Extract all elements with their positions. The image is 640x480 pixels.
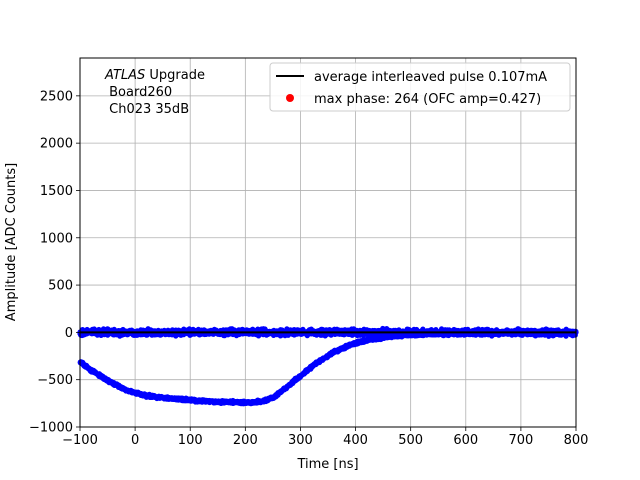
data-point: [381, 327, 387, 333]
data-point: [428, 332, 435, 338]
data-point: [407, 333, 413, 339]
data-point: [201, 327, 207, 333]
y-tick-label: −500: [37, 373, 73, 388]
atlas-italic-label: ATLAS: [104, 68, 145, 83]
annotation-block: ATLAS Upgrade Board260 Ch023 35dB: [104, 68, 205, 117]
data-point: [211, 398, 217, 404]
x-tick-label: 400: [343, 433, 368, 448]
data-point: [320, 332, 326, 338]
data-point: [357, 339, 363, 346]
upgrade-label: Upgrade: [145, 68, 205, 83]
data-point: [379, 334, 385, 341]
data-point: [275, 391, 281, 397]
data-point: [106, 378, 112, 384]
data-point: [304, 367, 310, 373]
data-point: [245, 399, 251, 405]
y-tick-label: −1000: [29, 421, 73, 436]
data-point: [391, 333, 397, 339]
data-point: [258, 326, 265, 332]
data-point: [395, 333, 401, 339]
x-tick-label: 700: [508, 433, 533, 448]
legend: average interleaved pulse 0.107mA max ph…: [269, 62, 571, 112]
data-point: [88, 369, 95, 375]
x-tick-label: 500: [398, 433, 423, 448]
y-tick-label: 500: [48, 279, 73, 294]
x-tick-label: 600: [453, 433, 478, 448]
data-point: [96, 326, 102, 333]
data-point: [144, 392, 150, 398]
x-tick-label: 200: [233, 433, 258, 448]
plot-area: [77, 325, 579, 407]
x-tick-label: 0: [131, 433, 139, 448]
data-point: [149, 332, 155, 338]
data-point: [120, 385, 126, 391]
data-point: [99, 374, 105, 380]
data-point: [281, 385, 287, 391]
data-point: [308, 365, 314, 371]
axis-ticks: −100 0 100 200 300 400 500 600 700 800−1000−50005…: [29, 89, 588, 448]
data-point: [292, 377, 298, 383]
data-point: [217, 398, 223, 404]
data-point: [176, 397, 183, 403]
x-tick-label: −100: [62, 433, 98, 448]
data-point: [150, 394, 156, 400]
plot-frame: [79, 57, 577, 428]
data-point: [165, 394, 172, 401]
y-tick-label: 1000: [40, 231, 73, 246]
y-tick-label: 0: [65, 326, 73, 341]
data-point: [253, 399, 259, 405]
data-point: [341, 332, 347, 338]
data-point: [301, 371, 307, 377]
legend-dot-marker: [286, 94, 294, 102]
y-tick-label: 2000: [40, 137, 73, 152]
annotation-line-2: Board260: [105, 85, 172, 100]
data-point: [384, 333, 390, 339]
y-tick-label: 1500: [40, 184, 73, 199]
data-point: [295, 327, 301, 333]
x-tick-label: 100: [178, 433, 203, 448]
data-point: [204, 397, 210, 403]
y-tick-label: 2500: [40, 89, 73, 104]
legend-box: [269, 62, 571, 112]
data-point: [80, 361, 86, 367]
data-point: [195, 398, 202, 404]
data-point: [224, 398, 230, 404]
data-point: [443, 332, 449, 338]
data-point: [308, 326, 314, 332]
data-point: [267, 395, 273, 401]
data-point: [125, 387, 131, 393]
data-point: [84, 365, 90, 371]
data-point: [320, 356, 326, 362]
data-point: [401, 332, 407, 338]
data-point: [237, 399, 243, 405]
data-point: [94, 371, 100, 377]
data-point: [199, 398, 206, 404]
data-point: [370, 336, 376, 342]
legend-entry-max-phase: max phase: 264 (OFC amp=0.427): [314, 92, 541, 107]
annotation-line-1: ATLAS Upgrade: [104, 68, 205, 83]
x-tick-label: 800: [564, 433, 589, 448]
y-axis-label: Amplitude [ADC Counts]: [4, 163, 19, 321]
data-point: [105, 326, 111, 332]
data-point: [334, 349, 340, 355]
annotation-line-3: Ch023 35dB: [105, 102, 189, 117]
data-point: [327, 351, 334, 357]
data-point: [187, 396, 194, 403]
data-point: [345, 342, 351, 349]
data-point: [136, 391, 142, 397]
data-point: [231, 399, 237, 405]
data-point: [331, 326, 337, 332]
legend-entry-average-pulse: average interleaved pulse 0.107mA: [314, 70, 547, 85]
data-point: [229, 326, 235, 332]
x-tick-label: 300: [288, 433, 313, 448]
series-2-points: [77, 328, 579, 407]
data-point: [320, 327, 326, 333]
x-axis-label: Time [ns]: [296, 457, 358, 472]
